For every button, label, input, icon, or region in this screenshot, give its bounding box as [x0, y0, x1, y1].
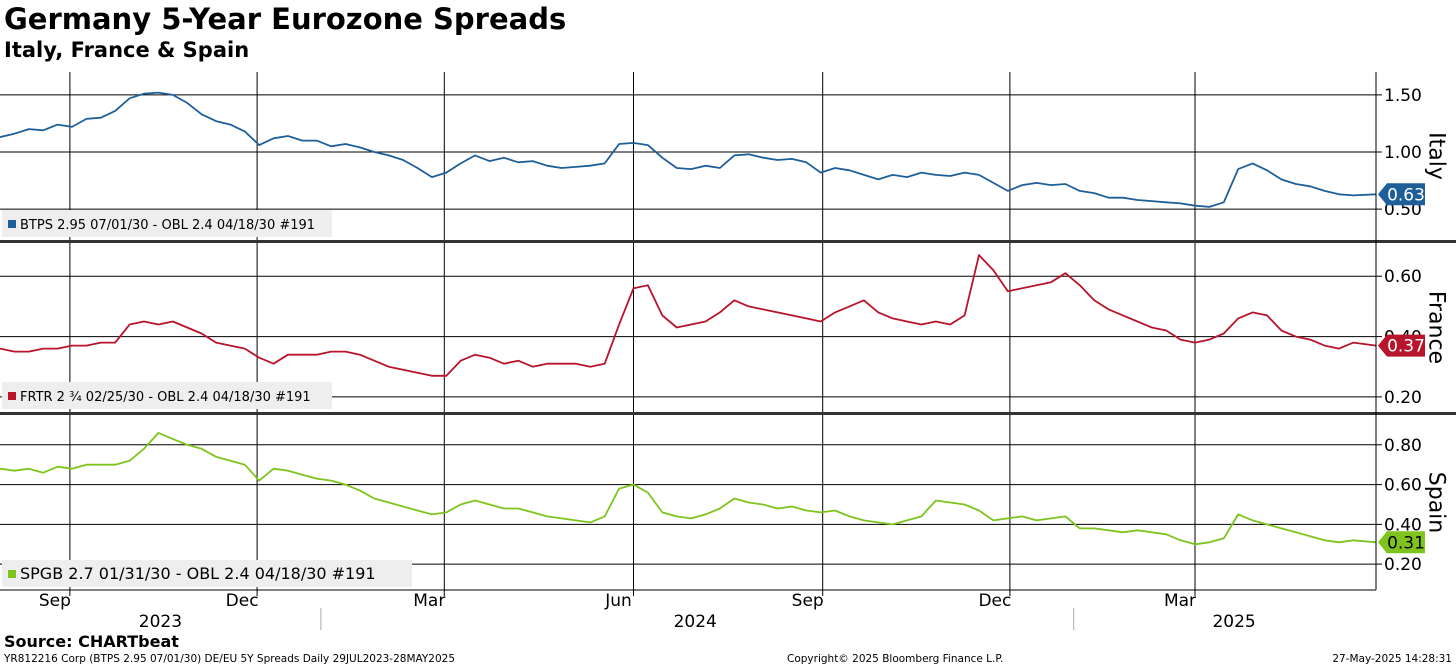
spain-last-value-tag — [1378, 531, 1425, 554]
spain-tick-label: 0.40 — [1384, 515, 1422, 535]
year-label: 2025 — [1212, 612, 1255, 632]
italy-tick-label: 1.00 — [1384, 143, 1422, 163]
spain-last-value: 0.31 — [1387, 533, 1425, 553]
spain-legend-swatch — [8, 570, 16, 578]
france-tick-label: 0.60 — [1384, 267, 1422, 287]
copyright: Copyright© 2025 Bloomberg Finance L.P. — [787, 653, 1004, 665]
x-tick-label: Jun — [604, 591, 632, 611]
italy-tick-label: 1.50 — [1384, 86, 1422, 106]
timestamp: 27-May-2025 14:28:31 — [1332, 653, 1452, 665]
italy-legend-box — [2, 210, 332, 237]
x-tick-label: Dec — [978, 591, 1011, 611]
france-legend-swatch — [8, 392, 16, 400]
spain-tick-label: 0.80 — [1384, 436, 1422, 456]
italy-axis-title: Italy — [1424, 132, 1449, 180]
ticker-info: YR812216 Corp (BTPS 2.95 07/01/30) DE/EU… — [4, 653, 456, 665]
x-tick-label: Mar — [1164, 591, 1196, 611]
x-tick-label: Sep — [792, 591, 824, 611]
france-axis-title: France — [1424, 291, 1449, 364]
france-series-line — [0, 254, 1377, 377]
spain-legend-label: SPGB 2.7 01/31/30 - OBL 2.4 04/18/30 #19… — [20, 564, 376, 583]
spain-tick-label: 0.60 — [1384, 476, 1422, 496]
italy-legend-swatch — [8, 220, 16, 228]
france-last-value-tag — [1378, 334, 1425, 357]
italy-legend-label: BTPS 2.95 07/01/30 - OBL 2.4 04/18/30 #1… — [20, 218, 315, 233]
spain-tick-label: 0.20 — [1384, 555, 1422, 575]
france-tick-label: 0.20 — [1384, 388, 1422, 408]
spain-legend-box — [2, 560, 412, 587]
france-legend-label: FRTR 2 ¾ 02/25/30 - OBL 2.4 04/18/30 #19… — [20, 390, 311, 405]
spain-series-line — [0, 432, 1377, 546]
year-label: 2024 — [674, 612, 717, 632]
year-label: 2023 — [139, 612, 182, 632]
chart-subtitle: Italy, France & Spain — [4, 38, 250, 62]
x-tick-label: Sep — [39, 591, 71, 611]
france-last-value: 0.37 — [1387, 337, 1425, 357]
italy-last-value: 0.63 — [1387, 185, 1425, 205]
x-tick-label: Dec — [226, 591, 259, 611]
italy-last-value-tag — [1378, 183, 1425, 206]
chart-title: Germany 5-Year Eurozone Spreads — [4, 2, 567, 36]
source-label: Source: CHARTbeat — [4, 632, 179, 651]
x-tick-label: Mar — [413, 591, 445, 611]
italy-series-line — [0, 91, 1377, 208]
spain-axis-title: Spain — [1424, 472, 1449, 533]
france-legend-box — [2, 382, 332, 409]
